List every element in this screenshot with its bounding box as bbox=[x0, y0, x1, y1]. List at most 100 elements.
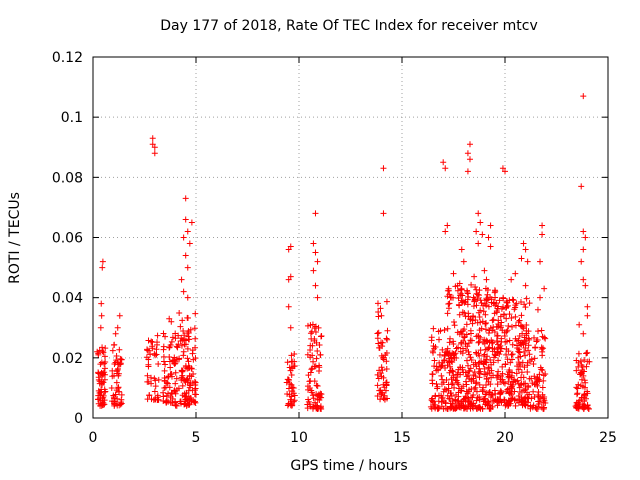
data-point bbox=[289, 388, 296, 395]
data-point bbox=[483, 399, 490, 406]
data-point bbox=[169, 399, 176, 406]
data-point bbox=[584, 390, 591, 397]
data-point bbox=[430, 399, 437, 406]
data-point bbox=[382, 387, 389, 394]
data-point bbox=[528, 356, 535, 363]
data-point bbox=[102, 345, 109, 352]
data-point bbox=[172, 401, 179, 408]
data-point bbox=[540, 405, 547, 412]
data-point bbox=[540, 377, 547, 384]
data-point bbox=[176, 310, 183, 317]
data-point bbox=[494, 398, 501, 405]
data-point bbox=[470, 400, 477, 407]
data-point bbox=[172, 335, 179, 342]
data-point bbox=[480, 308, 487, 315]
data-point bbox=[145, 337, 152, 344]
data-point bbox=[538, 404, 545, 411]
data-point bbox=[180, 348, 187, 355]
data-point bbox=[178, 342, 185, 349]
data-point bbox=[509, 296, 516, 303]
data-point bbox=[531, 334, 538, 341]
data-point bbox=[308, 389, 315, 396]
data-point bbox=[537, 258, 544, 265]
data-point bbox=[378, 373, 385, 380]
data-point bbox=[284, 391, 291, 398]
data-point bbox=[444, 362, 451, 369]
data-point bbox=[465, 388, 472, 395]
data-point bbox=[513, 300, 520, 307]
data-point bbox=[497, 324, 504, 331]
data-point bbox=[519, 330, 526, 337]
data-point bbox=[175, 332, 182, 339]
data-point bbox=[538, 366, 545, 373]
data-point bbox=[312, 249, 319, 256]
data-point bbox=[472, 359, 479, 366]
data-point bbox=[460, 402, 467, 409]
data-point bbox=[475, 240, 482, 247]
data-point bbox=[97, 397, 104, 404]
data-point bbox=[508, 396, 515, 403]
data-point bbox=[286, 380, 293, 387]
y-tick-label: 0.1 bbox=[61, 110, 83, 126]
data-point bbox=[313, 405, 320, 412]
data-point bbox=[446, 349, 453, 356]
data-point bbox=[515, 319, 522, 326]
x-tick-label: 10 bbox=[290, 430, 308, 446]
data-point bbox=[507, 359, 514, 366]
data-point bbox=[192, 344, 199, 351]
data-point bbox=[491, 354, 498, 361]
data-point bbox=[285, 377, 292, 384]
data-point bbox=[110, 341, 117, 348]
data-point bbox=[518, 312, 525, 319]
data-point bbox=[455, 393, 462, 400]
data-point bbox=[476, 338, 483, 345]
data-point bbox=[465, 362, 472, 369]
data-point bbox=[184, 228, 191, 235]
data-point bbox=[186, 336, 193, 343]
data-point bbox=[162, 361, 169, 368]
data-point bbox=[485, 330, 492, 337]
data-point bbox=[574, 385, 581, 392]
data-point bbox=[442, 228, 449, 235]
data-point bbox=[304, 351, 311, 358]
data-point bbox=[530, 402, 537, 409]
data-point bbox=[191, 398, 198, 405]
data-point bbox=[532, 344, 539, 351]
data-point bbox=[470, 303, 477, 310]
data-point bbox=[482, 285, 489, 292]
data-point bbox=[168, 389, 175, 396]
data-point bbox=[149, 135, 156, 142]
data-point bbox=[503, 315, 510, 322]
data-point bbox=[374, 393, 381, 400]
data-point bbox=[102, 371, 109, 378]
data-point bbox=[493, 309, 500, 316]
data-point bbox=[378, 352, 385, 359]
data-point bbox=[114, 402, 121, 409]
data-point bbox=[524, 394, 531, 401]
data-point bbox=[572, 403, 579, 410]
data-point bbox=[536, 398, 543, 405]
data-point bbox=[540, 372, 547, 379]
data-point bbox=[375, 308, 382, 315]
data-point bbox=[288, 358, 295, 365]
data-point bbox=[148, 380, 155, 387]
data-point bbox=[313, 382, 320, 389]
data-point bbox=[475, 339, 482, 346]
data-point bbox=[509, 351, 516, 358]
data-point bbox=[575, 350, 582, 357]
data-point bbox=[318, 333, 325, 340]
data-point bbox=[144, 378, 151, 385]
data-point bbox=[491, 289, 498, 296]
data-point bbox=[495, 357, 502, 364]
data-point bbox=[477, 219, 484, 226]
data-point bbox=[519, 401, 526, 408]
data-point bbox=[473, 397, 480, 404]
data-point bbox=[523, 332, 530, 339]
data-point bbox=[584, 358, 591, 365]
data-point bbox=[290, 384, 297, 391]
y-tick-label: 0.08 bbox=[52, 170, 83, 186]
data-point bbox=[379, 343, 386, 350]
data-point bbox=[516, 389, 523, 396]
data-point bbox=[524, 258, 531, 265]
data-point bbox=[450, 340, 457, 347]
